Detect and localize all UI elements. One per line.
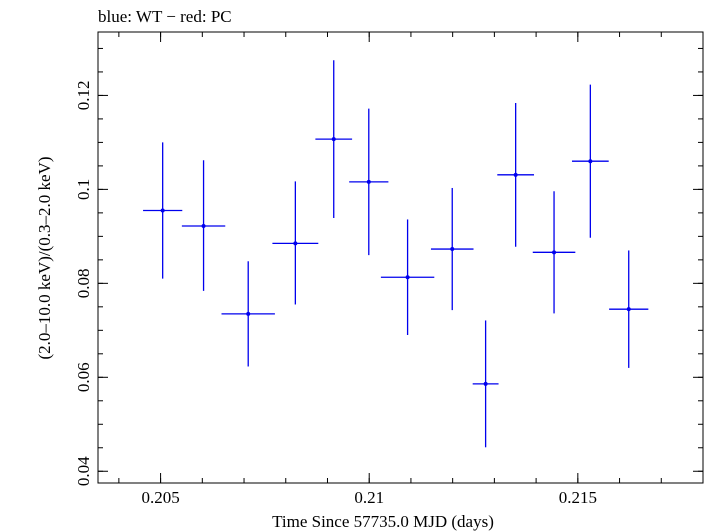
data-point <box>272 181 319 305</box>
point-marker <box>405 275 410 280</box>
data-point <box>609 250 649 368</box>
point-marker <box>160 208 165 213</box>
data-point <box>143 142 183 279</box>
data-point <box>221 261 275 367</box>
data-point <box>349 108 389 256</box>
point-marker <box>293 241 298 246</box>
point-marker <box>246 311 251 316</box>
point-marker <box>626 307 631 312</box>
point-marker <box>331 137 336 142</box>
y-tick-label: 0.12 <box>74 81 93 111</box>
x-tick-label: 0.215 <box>559 488 597 507</box>
point-marker <box>588 159 593 164</box>
point-marker <box>201 224 206 229</box>
point-marker <box>513 172 518 177</box>
data-point <box>315 60 353 219</box>
data-point <box>497 102 535 247</box>
data-point <box>532 191 576 314</box>
y-tick-labels: 0.04 0.06 0.08 0.1 0.12 <box>74 81 93 487</box>
plot-frame <box>97 31 704 484</box>
x-tick-label: 0.21 <box>354 488 384 507</box>
y-tick-label: 0.08 <box>74 268 93 298</box>
point-marker <box>366 179 371 184</box>
y-tick-label: 0.1 <box>74 179 93 200</box>
data-point <box>181 160 226 291</box>
point-marker <box>552 250 557 255</box>
y-tick-label: 0.06 <box>74 362 93 392</box>
axis-ticks <box>98 32 704 483</box>
y-tick-label: 0.04 <box>74 456 93 486</box>
x-tick-label: 0.205 <box>141 488 179 507</box>
point-marker <box>483 381 488 386</box>
data-point <box>571 84 609 238</box>
y-axis-label: (2.0–10.0 keV)/(0.3–2.0 keV) <box>35 156 54 359</box>
data-point <box>472 320 499 448</box>
x-tick-labels: 0.205 0.21 0.215 <box>141 488 596 507</box>
data-point <box>380 219 435 336</box>
data-points <box>143 60 649 448</box>
chart-title: blue: WT − red: PC <box>98 7 232 26</box>
data-point <box>430 187 474 311</box>
point-marker <box>450 247 455 252</box>
x-axis-label: Time Since 57735.0 MJD (days) <box>272 512 494 531</box>
